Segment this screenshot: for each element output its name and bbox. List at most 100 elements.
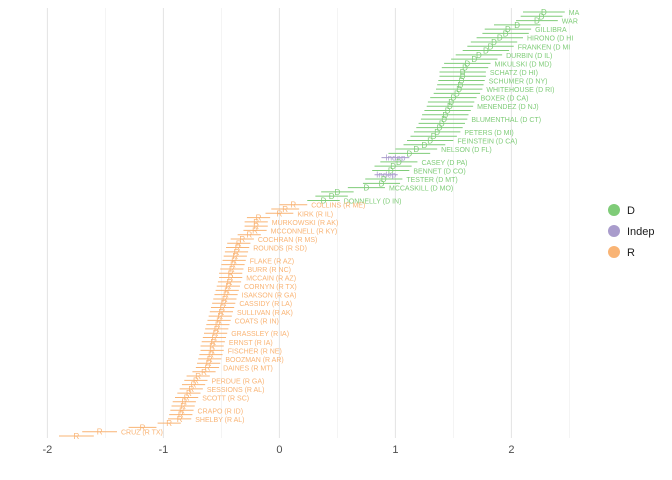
point-mark: R <box>231 256 237 265</box>
legend-label-r: R <box>627 247 635 259</box>
point-mark: R <box>252 226 258 235</box>
point-label: MCCASKILL (D MO) <box>389 186 453 193</box>
point-mark: D <box>505 25 511 34</box>
point-label: BOOZMAN (R AR) <box>225 357 283 364</box>
x-tick-label: -2 <box>43 444 53 456</box>
point-mark: D <box>396 158 402 167</box>
point-mark: R <box>208 351 214 360</box>
point-label: GRASSLEY (R IA) <box>231 331 289 338</box>
point-mark: R <box>227 278 233 287</box>
legend-label-indep: Indep <box>627 226 655 238</box>
point-label: GILLIBRA <box>535 27 567 34</box>
point-mark: D <box>390 162 396 171</box>
point-mark: D <box>447 102 453 111</box>
point-mark: R <box>215 321 221 330</box>
point-mark: R <box>212 333 218 342</box>
point-mark: R <box>166 419 172 428</box>
point-mark: R <box>236 239 242 248</box>
point-label: SCOTT (R SC) <box>202 395 249 402</box>
point-mark: R <box>213 329 219 338</box>
point-label: SESSIONS (R AL) <box>207 387 265 394</box>
point-mark: D <box>448 98 454 107</box>
point-mark: R <box>207 355 213 364</box>
point-label: BOXER (D CA) <box>481 96 529 103</box>
point-mark: D <box>460 68 466 77</box>
point-mark: R <box>222 295 228 304</box>
point-mark: D <box>431 132 437 141</box>
x-tick-label: 1 <box>392 444 398 456</box>
point-mark: R <box>228 274 234 283</box>
point-mark: R <box>179 406 185 415</box>
point-mark: R <box>193 376 199 385</box>
point-mark: R <box>177 415 183 424</box>
point-label: MA <box>569 10 580 17</box>
point-label: CASEY (D PA) <box>421 160 467 167</box>
point-marks: DDDDDDDDDDDDDDDDDDDDDDDDDDDDDDDDDDIndepD… <box>74 8 547 441</box>
point-mark: R <box>225 282 231 291</box>
point-label: CRUZ (R TX) <box>121 430 163 437</box>
point-mark: D <box>364 184 370 193</box>
point-label: CASSIDY (R LA) <box>239 301 292 308</box>
point-mark: D <box>459 77 465 86</box>
point-label: BENNET (D CO) <box>413 168 465 175</box>
point-label: ISAKSON (R GA) <box>242 293 297 300</box>
point-mark: D <box>445 107 451 116</box>
legend-key-indep <box>608 225 620 237</box>
point-mark: D <box>464 59 470 68</box>
point-label: PETERS (D MI) <box>464 130 513 137</box>
point-mark: R <box>239 235 245 244</box>
point-mark: D <box>381 175 387 184</box>
point-mark: R <box>290 201 296 210</box>
point-mark: Indep <box>385 154 406 163</box>
point-mark: R <box>205 363 211 372</box>
point-mark: R <box>253 218 259 227</box>
point-mark: D <box>456 85 462 94</box>
point-mark: R <box>219 308 225 317</box>
point-mark: R <box>188 385 194 394</box>
point-mark: R <box>209 342 215 351</box>
point-mark: R <box>217 312 223 321</box>
point-mark: D <box>497 34 503 43</box>
point-label: COCHRAN (R MS) <box>258 237 318 244</box>
point-mark: D <box>413 145 419 154</box>
point-mark: R <box>74 432 80 441</box>
point-label: COLLINS (R ME) <box>311 203 365 210</box>
point-label: MCCONNELL (R KY) <box>271 228 338 235</box>
point-mark: R <box>186 389 192 398</box>
point-mark: R <box>223 291 229 300</box>
point-mark: Indep <box>376 171 397 180</box>
point-mark: R <box>195 372 201 381</box>
point-mark: D <box>534 17 540 26</box>
point-label: DAINES (R MT) <box>223 365 273 372</box>
point-label: KIRK (R IL) <box>297 211 333 218</box>
point-mark: R <box>230 261 236 270</box>
point-label: TESTER (D MT) <box>406 177 457 184</box>
point-mark: R <box>178 411 184 420</box>
point-mark: R <box>228 269 234 278</box>
x-tick-label: -1 <box>159 444 169 456</box>
point-label: BLUMENTHAL (D CT) <box>471 117 541 124</box>
point-label: PERDUE (R GA) <box>211 378 264 385</box>
point-label: HIRONO (D HI <box>527 36 573 43</box>
point-mark: D <box>476 51 482 60</box>
point-mark: R <box>221 299 227 308</box>
point-label: NELSON (D FL) <box>441 147 492 154</box>
point-label: SHELBY (R AL) <box>195 417 244 424</box>
point-mark: D <box>471 55 477 64</box>
point-mark: D <box>406 149 412 158</box>
point-label: ERNST (R IA) <box>229 340 273 347</box>
point-label: CORNYN (R TX) <box>244 284 297 291</box>
point-mark: D <box>427 136 433 145</box>
point-mark: D <box>454 89 460 98</box>
point-label: ROUNDS (R SD) <box>253 246 307 253</box>
point-mark: R <box>224 286 230 295</box>
legend-label-d: D <box>627 205 635 217</box>
legend-key-d <box>608 204 620 216</box>
point-mark: D <box>541 8 547 17</box>
point-mark: D <box>483 47 489 56</box>
point-mark: D <box>460 72 466 81</box>
point-label: MURKOWSKI (R AK) <box>272 220 339 227</box>
point-label: MIKULSKI (D MD) <box>495 61 552 68</box>
point-label: SCHUMER (D NY) <box>489 79 548 86</box>
